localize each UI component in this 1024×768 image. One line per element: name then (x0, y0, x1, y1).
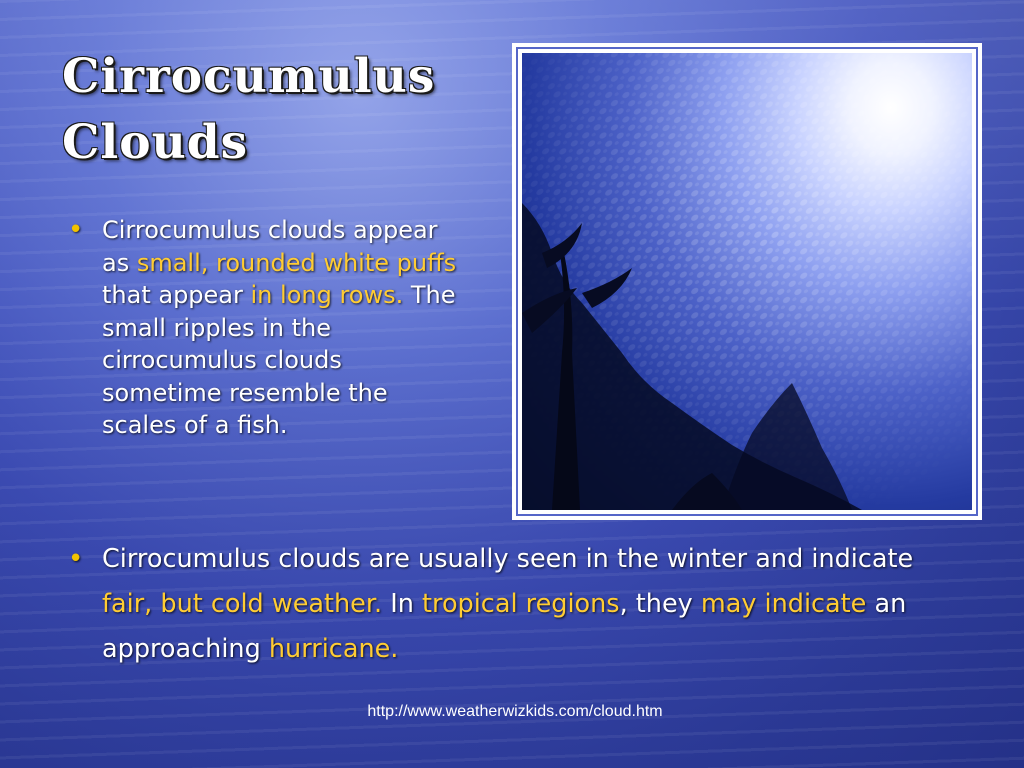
bullet-1-text: Cirrocumulus clouds appear as small, rou… (102, 214, 462, 442)
cloud-photo-frame (512, 43, 982, 520)
slide-title: Cirrocumulus Clouds (62, 44, 502, 176)
bullet-2-text-part: an approaching (102, 589, 907, 664)
bullet-2-highlight: hurricane. (268, 634, 399, 664)
bullet-2-highlight: tropical regions (422, 589, 620, 619)
bullet-1-highlight: small, rounded white puffs (136, 248, 457, 277)
bullet-2-text-part: Cirrocumulus clouds are usually seen in … (102, 544, 914, 574)
bullet-2-text-part: In (382, 589, 423, 619)
cloud-photo-border (516, 47, 978, 516)
bullet-1-text-part: that appear (102, 281, 251, 309)
title-line-2: Clouds (62, 115, 249, 170)
tree-silhouette (522, 53, 972, 510)
cloud-photo (522, 53, 972, 510)
bullet-2-highlight: fair, but cold weather. (102, 589, 383, 619)
bullet-dot: • (68, 544, 84, 574)
bullet-2-text: Cirrocumulus clouds are usually seen in … (102, 537, 942, 672)
source-link[interactable]: http://www.weatherwizkids.com/cloud.htm (367, 703, 663, 720)
bullet-1-text-part: Cirrocumulus clouds appear as (102, 216, 438, 277)
bullet-1-text-part: The small ripples in the cirrocumulus cl… (102, 281, 456, 439)
bullet-1-highlight: in long rows. (250, 281, 404, 309)
bullet-2-text-part: , they (619, 589, 701, 619)
bullet-2-highlight: may indicate (700, 589, 867, 619)
title-line-1: Cirrocumulus (62, 49, 436, 104)
bullet-dot: • (68, 215, 84, 245)
